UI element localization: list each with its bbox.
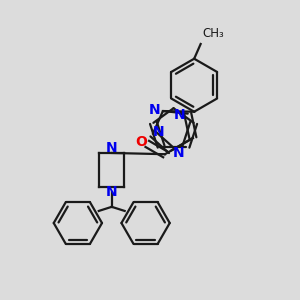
Text: N: N [173,146,185,160]
Text: N: N [174,108,185,122]
Text: N: N [106,141,118,155]
Text: CH₃: CH₃ [202,28,224,40]
Text: O: O [135,135,147,149]
Text: N: N [149,103,161,117]
Text: N: N [153,125,164,139]
Text: N: N [106,184,118,199]
